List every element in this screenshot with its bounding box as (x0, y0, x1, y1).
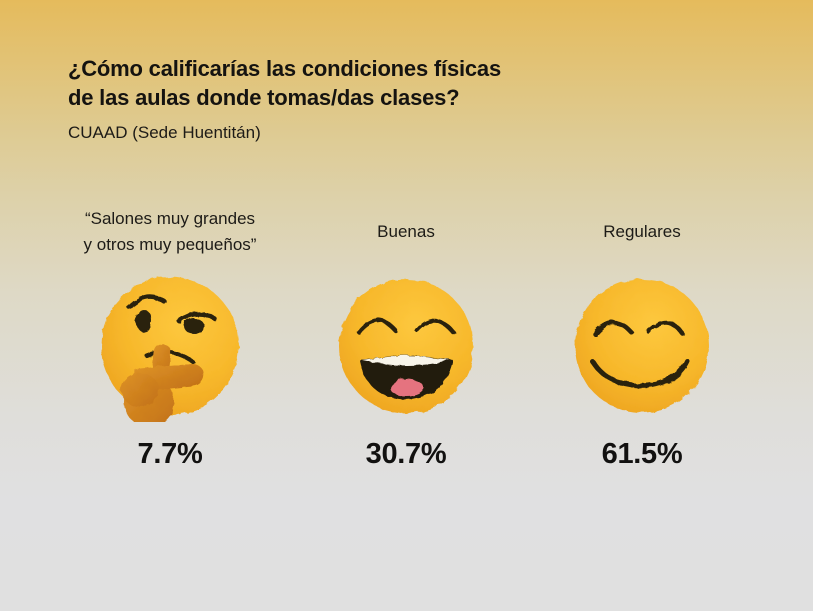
result-item-thinking: “Salones muy grandes y otros muy pequeño… (52, 205, 288, 471)
subtitle: CUAAD (Sede Huentitán) (68, 123, 261, 143)
laughing-face-emoji (331, 272, 481, 422)
result-item-regulares: Regulares (524, 205, 760, 471)
item-value: 7.7% (137, 438, 203, 471)
smiling-face-emoji (567, 272, 717, 422)
header: ¿Cómo calificarías las condiciones físic… (0, 0, 813, 143)
item-value: 30.7% (365, 438, 447, 471)
results-row: “Salones muy grandes y otros muy pequeño… (0, 205, 813, 471)
thinking-face-emoji (95, 272, 245, 428)
item-value: 61.5% (601, 438, 683, 471)
item-label-regulares: Regulares (603, 221, 681, 241)
item-label-quote: “Salones muy grandes y otros muy pequeño… (83, 208, 257, 255)
result-item-buenas: Buenas (288, 205, 524, 471)
item-label-buenas: Buenas (377, 221, 435, 241)
page-title: ¿Cómo calificarías las condiciones físic… (68, 56, 501, 111)
